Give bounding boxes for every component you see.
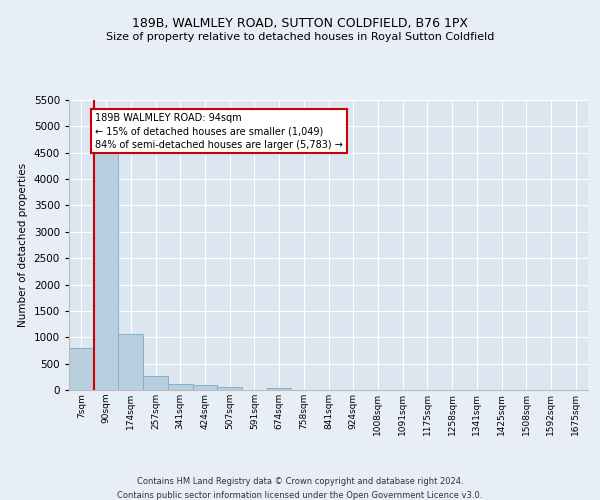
Text: 189B WALMLEY ROAD: 94sqm
← 15% of detached houses are smaller (1,049)
84% of sem: 189B WALMLEY ROAD: 94sqm ← 15% of detach… [95, 113, 343, 150]
Bar [267, 388, 292, 390]
Bar [217, 388, 242, 390]
Text: Contains public sector information licensed under the Open Government Licence v3: Contains public sector information licen… [118, 491, 482, 500]
Bar [94, 148, 118, 390]
Y-axis label: Number of detached properties: Number of detached properties [18, 163, 28, 327]
Text: Size of property relative to detached houses in Royal Sutton Coldfield: Size of property relative to detached ho… [106, 32, 494, 42]
Text: 189B, WALMLEY ROAD, SUTTON COLDFIELD, B76 1PX: 189B, WALMLEY ROAD, SUTTON COLDFIELD, B7… [132, 18, 468, 30]
Bar [143, 376, 168, 390]
Bar [69, 348, 94, 390]
Bar [193, 385, 217, 390]
Bar [118, 334, 143, 390]
Bar [168, 384, 193, 390]
Text: Contains HM Land Registry data © Crown copyright and database right 2024.: Contains HM Land Registry data © Crown c… [137, 478, 463, 486]
